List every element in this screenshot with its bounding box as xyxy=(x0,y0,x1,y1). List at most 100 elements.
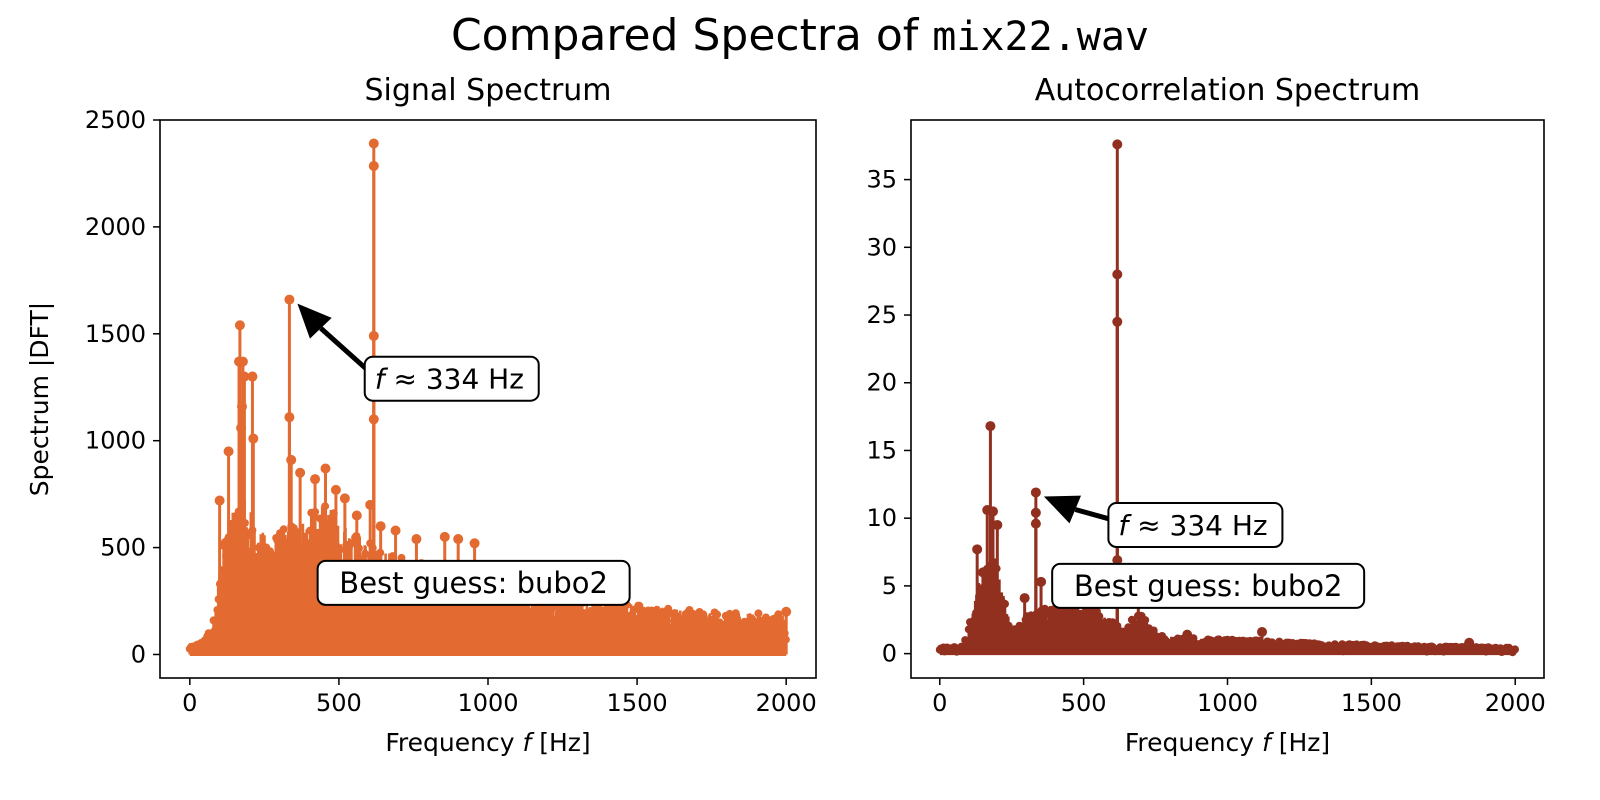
figure-title: Compared Spectra of mix22.wav xyxy=(0,8,1600,65)
noise-stem-marker xyxy=(418,609,427,618)
peak-marker xyxy=(977,567,988,578)
noise-stem-marker xyxy=(1079,620,1088,629)
peak-marker xyxy=(284,294,295,305)
noise-stem-marker xyxy=(699,610,708,619)
peak-marker xyxy=(439,531,450,542)
peak-marker xyxy=(234,320,245,331)
noise-stem-marker xyxy=(663,616,671,625)
peak-marker xyxy=(469,538,480,549)
noise-stem-marker xyxy=(210,626,219,635)
noise-stem-marker xyxy=(1049,613,1058,622)
noise-stem-marker xyxy=(228,597,237,606)
signal-spectrum-panel: 0 500 1000 1500 2000 0 500 1000 1500 2000 2500 Sign… xyxy=(25,73,817,757)
noise-stem-marker xyxy=(1026,626,1035,635)
noise-stem-marker xyxy=(1120,638,1129,646)
peak-marker xyxy=(375,521,386,532)
noise-stem-marker xyxy=(1008,640,1017,649)
noise-stems xyxy=(935,558,1519,657)
noise-stem-marker xyxy=(292,539,301,548)
noise-stem-marker xyxy=(590,632,599,641)
noise-stem-marker xyxy=(760,624,769,633)
peak-marker xyxy=(236,422,247,433)
noise-stem-marker xyxy=(637,614,646,623)
noise-stem-marker xyxy=(268,551,277,560)
peak-marker xyxy=(1019,593,1030,604)
y-tick-label: 1000 xyxy=(85,427,146,455)
noise-stem-marker xyxy=(708,638,717,647)
noise-stem-marker xyxy=(619,608,628,617)
noise-stem-marker xyxy=(527,630,536,639)
noise-stem-marker xyxy=(1050,619,1059,628)
noise-stem-marker xyxy=(277,573,286,582)
noise-stem-marker xyxy=(645,632,654,641)
noise-stem-marker xyxy=(396,616,405,625)
y-tick-label: 1500 xyxy=(85,320,146,348)
noise-stem-marker xyxy=(703,618,711,627)
peak-marker xyxy=(1030,487,1041,498)
noise-stem-marker xyxy=(465,622,474,631)
noise-stem-marker xyxy=(1001,599,1009,608)
noise-stem-marker xyxy=(477,631,486,640)
x-tick-label: 1500 xyxy=(1341,689,1402,717)
noise-stem-marker xyxy=(969,630,978,639)
noise-stem-marker xyxy=(545,617,554,625)
peak-marker xyxy=(339,493,350,504)
noise-stem-marker xyxy=(567,625,576,634)
noise-stem-marker xyxy=(1511,645,1519,654)
noise-stem-marker xyxy=(660,623,669,632)
peak-marker xyxy=(310,474,321,485)
x-tick-label: 2000 xyxy=(1485,689,1546,717)
noise-stem-marker xyxy=(347,539,356,548)
noise-stem-marker xyxy=(669,637,678,646)
panel-title: Signal Spectrum xyxy=(364,73,611,108)
noise-stem-marker xyxy=(716,621,725,630)
peak-marker xyxy=(1030,507,1041,518)
noise-stem-marker xyxy=(999,613,1008,621)
peak-marker xyxy=(351,510,362,521)
peak-marker xyxy=(1257,626,1268,637)
noise-stem-marker xyxy=(304,594,313,603)
noise-stem-marker xyxy=(600,631,609,640)
peak-annotation: f ≈ 334 Hz xyxy=(297,303,540,402)
y-tick-label: 2000 xyxy=(85,213,146,241)
peak-marker xyxy=(239,371,250,382)
noise-stem-marker xyxy=(998,633,1007,642)
best-guess-text: Best guess: bubo2 xyxy=(1074,569,1343,603)
peak-marker xyxy=(368,330,379,341)
noise-stem-marker xyxy=(659,633,668,642)
annotation-text: f ≈ 334 Hz xyxy=(375,363,524,396)
autocorrelation-spectrum-panel: 0 500 1000 1500 2000 0 5 10 15 20 25 30 35 Autocorrel… xyxy=(866,73,1545,757)
peak-marker xyxy=(368,138,379,149)
noise-stem-marker xyxy=(273,536,282,545)
noise-stem-marker xyxy=(728,632,737,641)
peak-marker xyxy=(390,525,401,536)
y-tick-label: 20 xyxy=(866,369,897,397)
noise-stem-marker xyxy=(505,610,514,619)
peak-marker xyxy=(368,160,379,171)
peak-marker xyxy=(988,506,999,517)
best-guess-box: Best guess: bubo2 xyxy=(316,559,631,606)
noise-stem-marker xyxy=(490,613,499,621)
noise-stem-marker xyxy=(303,539,312,548)
noise-stem-marker xyxy=(1043,620,1052,629)
noise-stem-marker xyxy=(1095,612,1104,621)
noise-stem-marker xyxy=(963,637,972,645)
noise-stem-marker xyxy=(291,573,299,582)
noise-stem-marker xyxy=(774,610,783,619)
noise-stem-marker xyxy=(711,630,720,639)
x-tick-label: 500 xyxy=(1061,689,1107,717)
noise-stem-marker xyxy=(405,623,413,631)
noise-stem-marker xyxy=(306,526,314,535)
noise-stem-marker xyxy=(301,552,309,561)
peak-marker xyxy=(237,401,247,412)
noise-stem-marker xyxy=(281,547,289,556)
noise-stem-marker xyxy=(359,615,368,624)
peak-marker xyxy=(286,454,297,465)
peak-marker xyxy=(295,467,306,478)
peak-marker xyxy=(992,519,1003,530)
noise-stem-marker xyxy=(587,613,596,622)
figure-title-prefix: Compared Spectra of xyxy=(450,10,933,61)
noise-stem-marker xyxy=(428,627,437,636)
peak-marker xyxy=(1112,269,1123,280)
